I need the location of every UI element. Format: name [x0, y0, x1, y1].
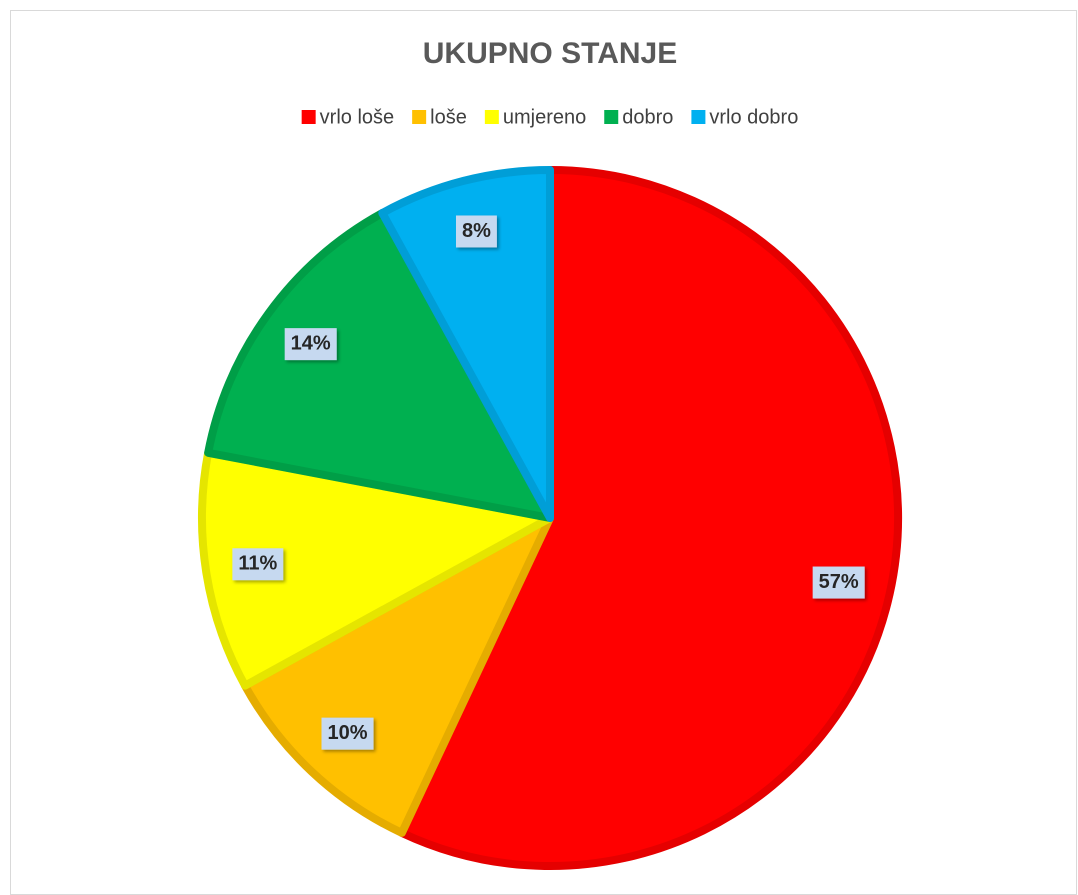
slice-edge: [198, 448, 554, 690]
legend-label: vrlo loše: [320, 106, 394, 128]
legend-label: vrlo dobro: [709, 106, 798, 128]
data-label-box: [284, 328, 337, 361]
slice-edge: [378, 166, 554, 522]
data-label: 11%: [232, 548, 284, 581]
data-label-text: 8%: [462, 220, 491, 242]
data-label-text: 10%: [327, 722, 367, 744]
legend-swatch: [301, 110, 316, 124]
data-label-text: 14%: [291, 332, 331, 354]
pie-slice: [397, 166, 902, 870]
slice-edge: [397, 166, 902, 870]
data-label-text: 11%: [238, 553, 277, 575]
data-label-box: [321, 717, 374, 750]
pie-slice: [198, 448, 554, 690]
pie-slice: [378, 166, 554, 522]
legend-label: umjereno: [503, 106, 586, 128]
data-label-box: [232, 548, 284, 581]
legend-swatch: [484, 110, 499, 124]
legend-label: dobro: [622, 106, 673, 128]
data-label: 10%: [321, 717, 374, 750]
data-label: 14%: [284, 328, 337, 361]
legend: vrlo loše loše umjereno dobro vrlo dobro: [301, 106, 798, 128]
legend-label: loše: [430, 106, 467, 128]
legend-swatch: [691, 110, 706, 124]
data-label-text: 57%: [819, 571, 859, 593]
data-label: 8%: [455, 215, 497, 248]
legend-swatch: [604, 110, 619, 124]
data-label: 57%: [812, 566, 865, 599]
slice-edge: [241, 514, 554, 837]
legend-swatch: [412, 110, 427, 124]
data-label-box: [455, 215, 497, 248]
pie-slice: [204, 209, 554, 522]
data-label-box: [812, 566, 865, 599]
chart-title: UKUPNO STANJE: [423, 37, 677, 70]
pie-slice: [241, 514, 554, 837]
slice-edge: [204, 209, 554, 522]
